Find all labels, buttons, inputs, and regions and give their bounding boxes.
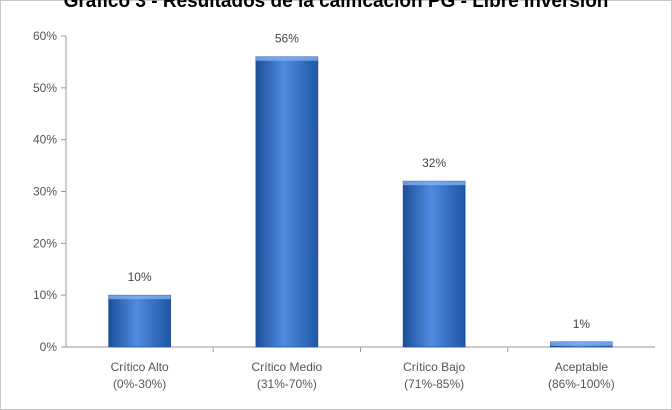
category-label: (31%-70%)	[257, 377, 317, 391]
bar-cap	[550, 341, 613, 346]
y-tick-label: 20%	[33, 236, 57, 250]
category-label: Crítico Bajo	[403, 360, 465, 374]
y-tick-label: 30%	[33, 185, 57, 199]
y-tick-label: 0%	[40, 340, 58, 354]
chart-title: Gráfico 3 - Resultados de la calificació…	[63, 0, 609, 12]
category-label: (71%-85%)	[404, 377, 464, 391]
y-tick-label: 50%	[33, 81, 57, 95]
category-label: Aceptable	[555, 360, 609, 374]
category-label: (86%-100%)	[548, 377, 615, 391]
category-label: (0%-30%)	[113, 377, 166, 391]
axes: 0% 10% 20% 30% 40% 50% 60%	[33, 29, 655, 354]
data-label: 56%	[275, 32, 299, 46]
bars	[108, 56, 613, 348]
data-label: 10%	[128, 270, 152, 284]
bar-cap	[108, 295, 171, 300]
data-label: 1%	[573, 317, 591, 331]
y-tick-label: 40%	[33, 133, 57, 147]
labels: 10% Crítico Alto (0%-30%) 56% Crítico Medio (…	[111, 32, 615, 391]
y-tick-label: 60%	[33, 29, 57, 43]
bar	[255, 56, 319, 348]
category-label: Crítico Medio	[252, 360, 323, 374]
bar-cap	[403, 181, 466, 186]
data-label: 32%	[422, 156, 446, 170]
category-label: Crítico Alto	[111, 360, 169, 374]
bar	[108, 294, 171, 348]
y-tick-label: 10%	[33, 288, 57, 302]
bar	[402, 180, 466, 348]
bar-cap	[255, 56, 318, 61]
